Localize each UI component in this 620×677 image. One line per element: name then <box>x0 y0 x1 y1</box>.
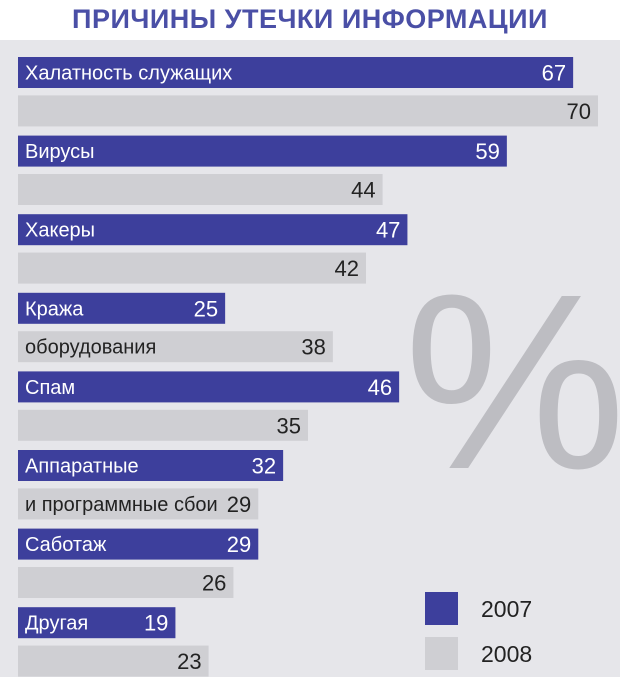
value-label-2008-4: 38 <box>301 335 325 360</box>
value-label-2007-1: 67 <box>542 61 566 86</box>
legend-label-2007: 2007 <box>481 596 532 622</box>
legend-swatch-2008 <box>425 637 458 670</box>
bar-2007-4 <box>18 292 226 324</box>
bar-2008-3 <box>18 252 366 284</box>
chart-title: ПРИЧИНЫ УТЕЧКИ ИНФОРМАЦИИ <box>72 4 548 34</box>
bar-2007-5 <box>18 371 400 403</box>
bar-2007-3 <box>18 214 408 246</box>
value-label-2008-8: 23 <box>177 649 201 674</box>
category-label-2: Вирусы <box>25 141 95 163</box>
bar-2008-2 <box>18 174 383 205</box>
value-label-2008-2: 44 <box>351 178 375 203</box>
category-label-6: Аппаратные <box>25 456 139 478</box>
bar-2007-8 <box>18 607 176 639</box>
bar-2007-2 <box>18 135 507 167</box>
category-label-4: Кража <box>25 298 84 320</box>
bar-2008-6 <box>18 488 259 520</box>
bar-2008-1 <box>18 95 598 127</box>
legend-swatch-2007 <box>425 592 458 625</box>
bar-2008-5 <box>18 409 308 441</box>
value-label-2008-5: 35 <box>277 413 301 438</box>
value-label-2007-7: 29 <box>227 532 251 557</box>
bar-2007-7 <box>18 528 259 560</box>
value-label-2007-6: 32 <box>252 454 276 479</box>
value-label-2007-2: 59 <box>475 139 499 164</box>
category-label-1: Халатность служащих <box>25 63 232 85</box>
value-label-2008-1: 70 <box>567 99 591 124</box>
category-label-8: Другая <box>25 613 88 635</box>
bar-2007-1 <box>18 57 574 88</box>
percent-symbol: % <box>404 242 620 521</box>
category-label-5: Спам <box>25 377 75 399</box>
category-label-4-line2: оборудования <box>25 337 156 359</box>
value-label-2007-4: 25 <box>194 296 218 321</box>
value-label-2007-3: 47 <box>376 218 400 243</box>
bar-2008-7 <box>18 567 234 598</box>
bar-2008-4 <box>18 331 333 363</box>
value-label-2007-5: 46 <box>368 375 392 400</box>
value-label-2008-7: 26 <box>202 571 226 596</box>
value-label-2008-3: 42 <box>335 256 359 281</box>
bar-2007-6 <box>18 450 284 481</box>
category-label-7: Саботаж <box>25 534 107 556</box>
value-label-2008-6: 29 <box>227 492 251 517</box>
category-label-3: Хакеры <box>25 220 95 242</box>
bar-2008-8 <box>18 645 209 677</box>
value-label-2007-8: 19 <box>144 611 168 636</box>
category-label-6-line2: и программные сбои <box>25 494 218 516</box>
legend-label-2008: 2008 <box>481 641 532 667</box>
